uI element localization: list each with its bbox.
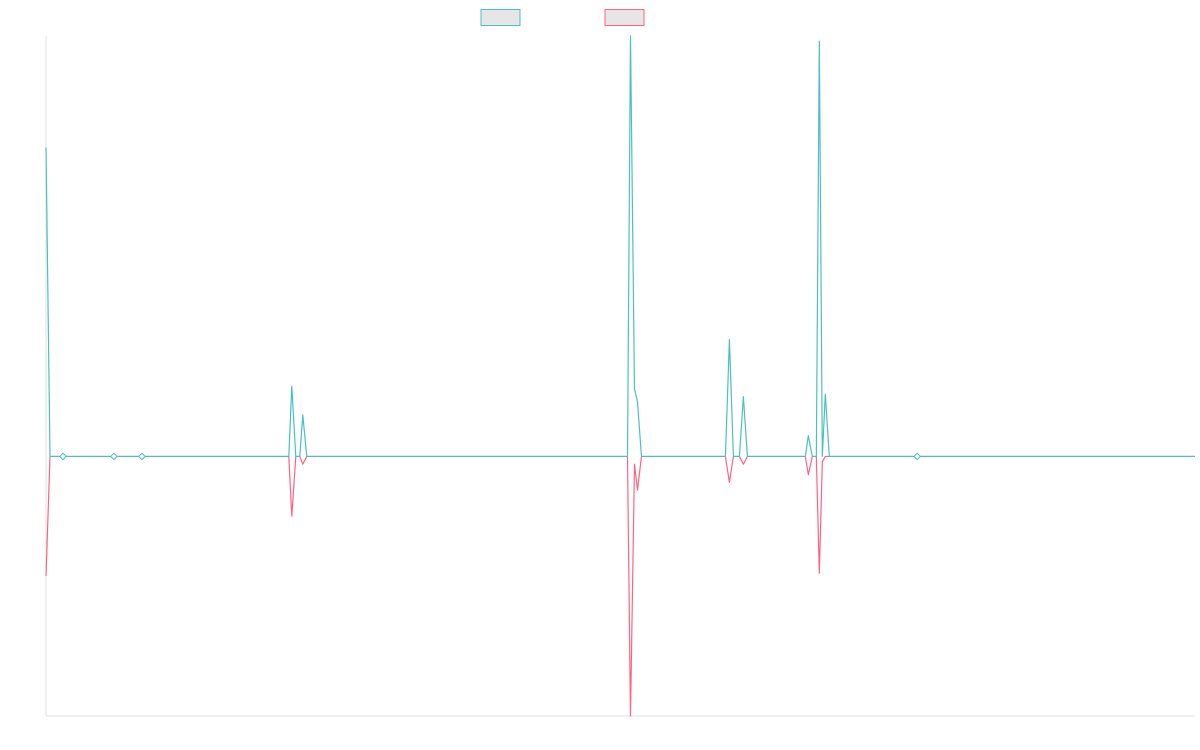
series-line-1 [45, 35, 1195, 458]
data-point-marker[interactable] [913, 452, 922, 461]
legend-swatch-series-2[interactable] [604, 9, 645, 26]
legend-swatch-series-1[interactable] [480, 9, 521, 26]
data-point-marker[interactable] [59, 452, 67, 461]
axes [45, 36, 1195, 717]
series-line-2 [45, 455, 1195, 717]
data-point-marker[interactable] [110, 452, 118, 461]
series-layer [45, 35, 1195, 717]
marker-layer [59, 452, 922, 461]
data-point-marker[interactable] [138, 452, 146, 461]
legend[interactable] [480, 9, 645, 26]
